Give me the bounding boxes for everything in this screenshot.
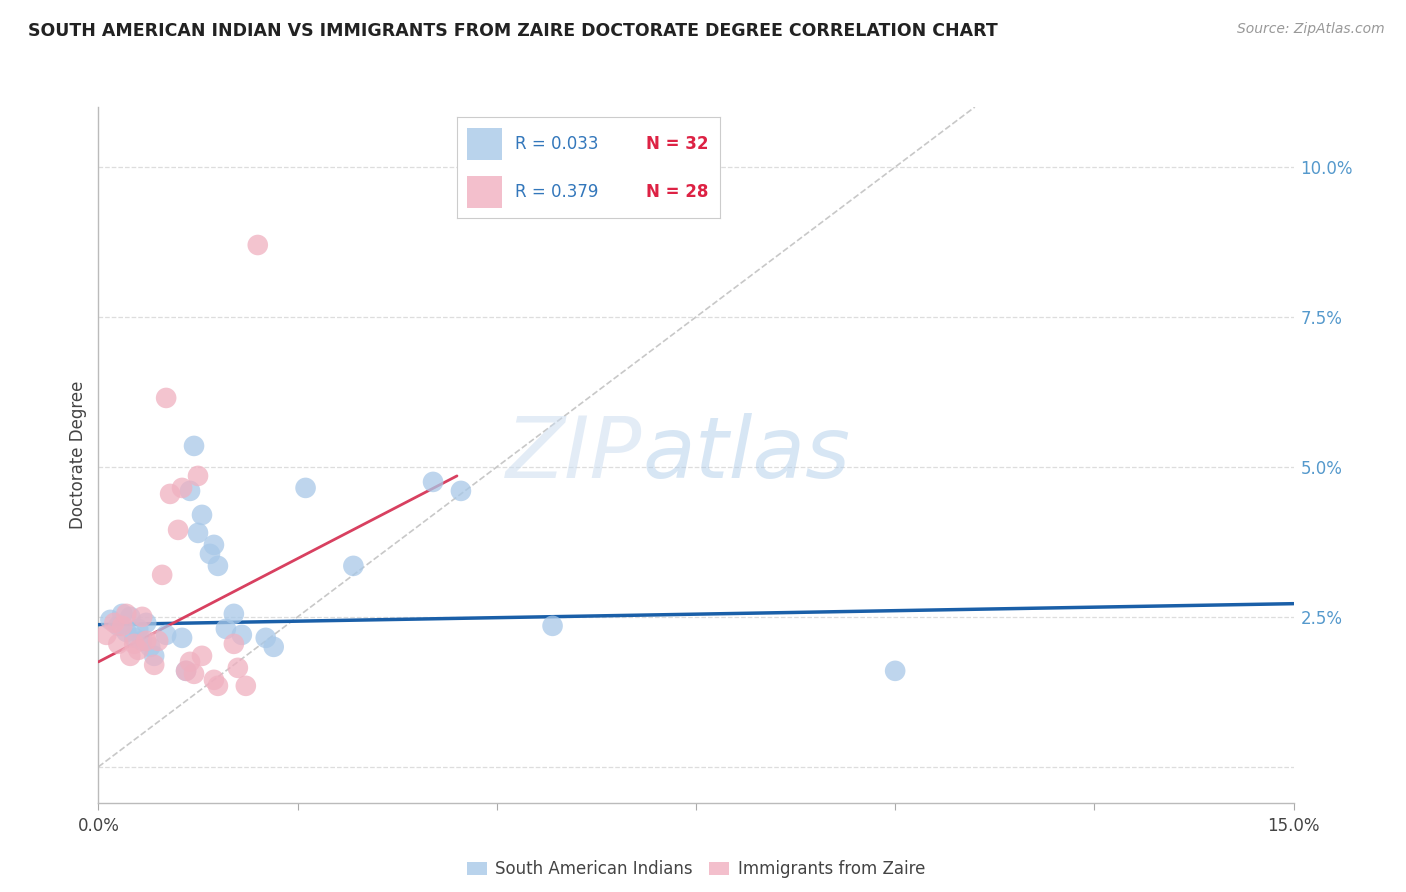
FancyBboxPatch shape [467, 176, 502, 208]
Point [135, 633, 157, 648]
Point [103, 615, 125, 630]
Text: N = 28: N = 28 [647, 183, 709, 201]
Point [150, 567, 173, 582]
Point [115, 607, 138, 621]
Legend: South American Indians, Immigrants from Zaire: South American Indians, Immigrants from … [460, 854, 932, 885]
Text: atlas: atlas [643, 413, 851, 497]
Point [179, 655, 201, 669]
Point [263, 640, 285, 654]
Point [167, 523, 190, 537]
Point [222, 607, 245, 621]
Point [174, 664, 197, 678]
Text: R = 0.033: R = 0.033 [515, 135, 599, 153]
Point [115, 624, 138, 639]
Point [183, 666, 205, 681]
Point [111, 607, 134, 621]
Point [124, 637, 146, 651]
Text: ZIP: ZIP [506, 413, 643, 497]
Point [127, 643, 149, 657]
Point [179, 483, 201, 498]
Point [191, 508, 214, 522]
Point [246, 238, 269, 252]
Text: N = 32: N = 32 [647, 135, 709, 153]
Point [215, 622, 238, 636]
Point [541, 619, 564, 633]
Point [139, 640, 162, 654]
Point [187, 469, 209, 483]
Point [294, 481, 316, 495]
Point [120, 610, 142, 624]
Point [120, 648, 142, 663]
Point [107, 637, 129, 651]
Point [143, 648, 166, 663]
Point [131, 633, 153, 648]
Point [222, 637, 245, 651]
Y-axis label: Doctorate Degree: Doctorate Degree [69, 381, 87, 529]
Point [107, 619, 129, 633]
Point [231, 628, 253, 642]
Point [884, 664, 907, 678]
Point [155, 391, 177, 405]
Point [98, 613, 122, 627]
Point [183, 439, 205, 453]
Point [172, 481, 194, 495]
Point [422, 475, 444, 489]
Point [124, 631, 146, 645]
Point [187, 525, 209, 540]
Text: Source: ZipAtlas.com: Source: ZipAtlas.com [1237, 22, 1385, 37]
Point [172, 631, 194, 645]
Point [148, 633, 170, 648]
Point [191, 648, 214, 663]
Point [198, 547, 221, 561]
Point [127, 622, 149, 636]
Point [202, 538, 225, 552]
Point [135, 615, 157, 630]
Point [96, 628, 118, 642]
Point [450, 483, 472, 498]
Text: SOUTH AMERICAN INDIAN VS IMMIGRANTS FROM ZAIRE DOCTORATE DEGREE CORRELATION CHAR: SOUTH AMERICAN INDIAN VS IMMIGRANTS FROM… [28, 22, 998, 40]
Point [207, 558, 229, 573]
Point [235, 679, 257, 693]
Point [342, 558, 364, 573]
Point [254, 631, 277, 645]
Point [111, 619, 134, 633]
Point [174, 664, 197, 678]
Point [226, 661, 249, 675]
Point [155, 628, 177, 642]
Point [202, 673, 225, 687]
FancyBboxPatch shape [467, 128, 502, 160]
Point [131, 610, 153, 624]
Point [159, 487, 181, 501]
Point [207, 679, 229, 693]
Point [143, 657, 166, 672]
Text: R = 0.379: R = 0.379 [515, 183, 598, 201]
